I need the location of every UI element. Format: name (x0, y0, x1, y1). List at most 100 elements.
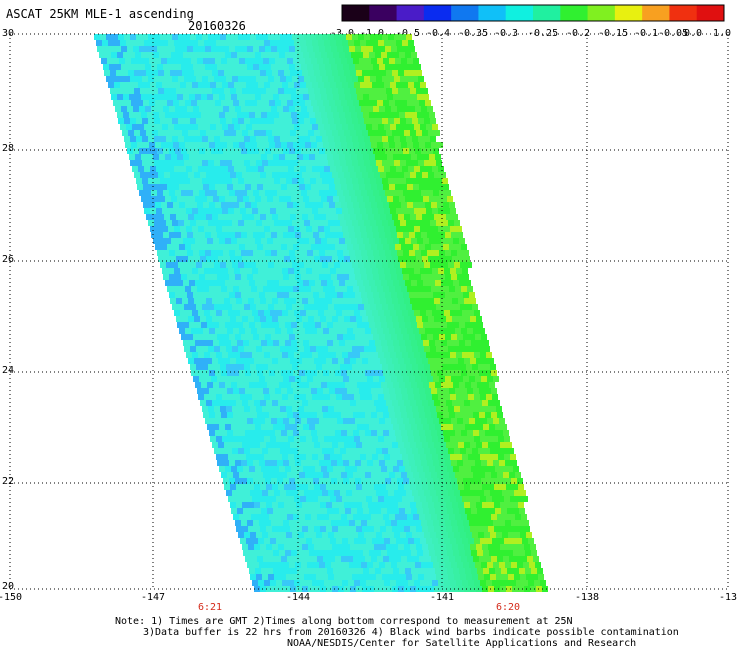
swath-cell (261, 550, 267, 556)
swath-cell (280, 118, 286, 124)
swath-cell (261, 52, 267, 58)
colorbar-frame (341, 4, 725, 22)
swath-cell (329, 244, 335, 250)
swath-cell (445, 562, 451, 568)
swath-cell (236, 70, 242, 76)
lat-label: 28 (2, 143, 15, 154)
swath-cell (208, 364, 214, 370)
swath-cell (340, 304, 346, 310)
swath-cell (315, 322, 321, 328)
swath-cell (370, 262, 376, 268)
swath-cell (366, 496, 372, 502)
swath-cell (281, 202, 287, 208)
swath-cell (127, 148, 133, 154)
swath-cell (198, 40, 204, 46)
swath-cell (500, 502, 506, 508)
swath-cell (511, 520, 517, 526)
swath-cell (249, 508, 255, 514)
swath-cell (374, 502, 380, 508)
swath-cell (108, 40, 114, 46)
swath-cell (218, 256, 224, 262)
swath-cell (205, 190, 211, 196)
swath-cell (256, 34, 262, 40)
swath-cell (339, 340, 345, 346)
swath-cell (484, 346, 490, 352)
swath-cell (326, 172, 332, 178)
swath-cell (338, 442, 344, 448)
swath-cell (352, 490, 358, 496)
swath-cell (429, 154, 435, 160)
swath-cell (146, 130, 152, 136)
swath-cell (330, 580, 336, 586)
swath-cell (288, 166, 294, 172)
swath-cell (375, 94, 381, 100)
swath-cell (150, 226, 156, 232)
swath-cell (477, 382, 483, 388)
swath-cell (455, 388, 461, 394)
swath-cell (390, 436, 396, 442)
swath-cell (337, 478, 343, 484)
swath-cell (414, 268, 420, 274)
swath-cell (332, 256, 338, 262)
swath-cell (237, 94, 243, 100)
swath-cell (371, 202, 377, 208)
swath-cell (209, 370, 215, 376)
swath-cell (301, 520, 307, 526)
swath-cell (176, 88, 182, 94)
swath-cell (218, 358, 224, 364)
swath-cell (269, 100, 275, 106)
swath-cell (403, 478, 409, 484)
swath-cell (213, 424, 219, 430)
swath-cell (161, 58, 167, 64)
swath-cell (132, 82, 138, 88)
swath-cell (298, 118, 304, 124)
swath-cell (504, 454, 510, 460)
swath-cell (372, 208, 378, 214)
swath-cell (433, 274, 439, 280)
swath-cell (415, 376, 421, 382)
swath-cell (153, 112, 159, 118)
swath-cell (286, 220, 292, 226)
swath-cell (457, 460, 463, 466)
swath-cell (354, 580, 360, 586)
swath-cell (320, 526, 326, 532)
swath-cell (318, 268, 324, 274)
swath-cell (417, 196, 423, 202)
swath-cell (270, 310, 276, 316)
swath-cell (332, 298, 338, 304)
swath-cell (236, 442, 242, 448)
swath-cell (272, 88, 278, 94)
swath-cell (139, 190, 145, 196)
swath-cell (421, 562, 427, 568)
swath-cell (205, 292, 211, 298)
swath-cell (291, 382, 297, 388)
swath-cell (441, 466, 447, 472)
swath-cell (144, 82, 150, 88)
swath-cell (436, 364, 442, 370)
swath-cell (462, 394, 468, 400)
swath-cell (273, 466, 279, 472)
swath-cell (343, 460, 349, 466)
swath-cell (207, 94, 213, 100)
swath-cell (325, 418, 331, 424)
swath-cell (417, 154, 423, 160)
swath-cell (290, 442, 296, 448)
swath-cell (501, 466, 507, 472)
swath-cell (375, 550, 381, 556)
swath-cell (203, 388, 209, 394)
swath-cell (176, 172, 182, 178)
swath-cell (194, 88, 200, 94)
swath-cell (297, 154, 303, 160)
swath-cell (251, 58, 257, 64)
swath-cell (364, 136, 370, 142)
swath-cell (290, 316, 296, 322)
swath-cell (257, 472, 263, 478)
swath-cell (324, 310, 330, 316)
swath-cell (218, 316, 224, 322)
swath-cell (477, 424, 483, 430)
swath-cell (440, 484, 446, 490)
swath-cell (281, 472, 287, 478)
swath-cell (341, 514, 347, 520)
swath-cell (322, 448, 328, 454)
swath-cell (400, 136, 406, 142)
